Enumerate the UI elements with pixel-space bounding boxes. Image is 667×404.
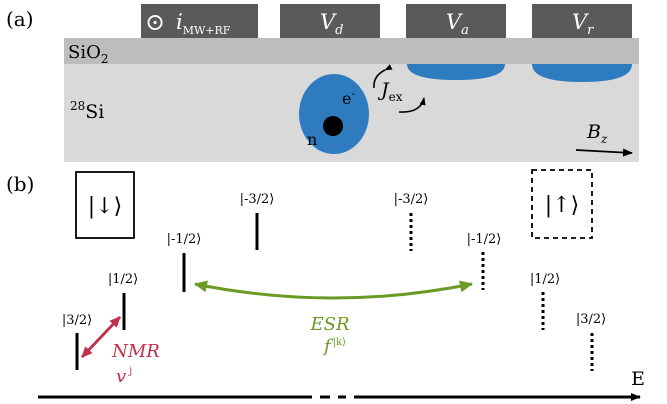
oxide-label: SiO2 bbox=[68, 42, 109, 66]
esr-label: ESR bbox=[309, 314, 349, 335]
level-up-minus-1-2-label: |-1/2⟩ bbox=[467, 232, 502, 247]
nucleus-label: n bbox=[307, 130, 317, 149]
esr-frequency: f |k⟩ bbox=[322, 336, 346, 357]
spin-up-box bbox=[531, 169, 593, 239]
nmr-label: NMR bbox=[111, 341, 160, 362]
gate-vr-label: Vr bbox=[572, 10, 594, 38]
gate-mw-rf-label: iMW+RF bbox=[176, 10, 231, 37]
level-up-1-2-label: |1/2⟩ bbox=[530, 272, 560, 287]
gate-vd bbox=[280, 4, 380, 38]
spin-down-box bbox=[75, 171, 135, 239]
gate-mw-rf bbox=[141, 4, 258, 38]
substrate-label: 28Si bbox=[70, 99, 104, 123]
nucleus-dot bbox=[323, 116, 343, 136]
level-down-minus-1-2-label: |-1/2⟩ bbox=[167, 232, 202, 247]
oxide-layer bbox=[64, 38, 639, 64]
gate-va-label: Va bbox=[446, 10, 469, 38]
exchange-arrow-upper-icon bbox=[373, 64, 393, 89]
spin-up-label: |↑⟩ bbox=[545, 193, 579, 218]
level-down-1-2-label: |1/2⟩ bbox=[108, 272, 138, 287]
level-down-3-2-label: |3/2⟩ bbox=[62, 313, 92, 328]
exchange-label: Jex bbox=[377, 79, 403, 104]
electron-label: e- bbox=[342, 87, 355, 108]
energy-axis-label: E bbox=[631, 368, 645, 390]
electron-wavefunction bbox=[299, 74, 369, 154]
spin-down-label: |↓⟩ bbox=[88, 194, 122, 219]
level-up-minus-3-2-label: |-3/2⟩ bbox=[394, 192, 429, 207]
gate-va bbox=[406, 4, 506, 38]
quantum-dot-a bbox=[407, 64, 505, 80]
field-arrow-icon bbox=[575, 148, 633, 157]
esr-transition-arrow bbox=[194, 280, 473, 300]
current-direction-icon: ⊙ bbox=[145, 8, 165, 36]
panel-a-label: (a) bbox=[6, 7, 34, 31]
gate-vr bbox=[532, 4, 632, 38]
quantum-dot-r bbox=[532, 64, 632, 82]
gate-vd-label: Vd bbox=[320, 10, 344, 38]
level-down-minus-3-2-label: |-3/2⟩ bbox=[240, 192, 275, 207]
field-label: Bz bbox=[586, 121, 608, 146]
nmr-transition-arrow bbox=[80, 316, 122, 358]
level-up-3-2-label: |3/2⟩ bbox=[576, 312, 606, 327]
exchange-arrow-lower-icon bbox=[398, 97, 426, 113]
panel-b-label: (b) bbox=[6, 172, 34, 196]
